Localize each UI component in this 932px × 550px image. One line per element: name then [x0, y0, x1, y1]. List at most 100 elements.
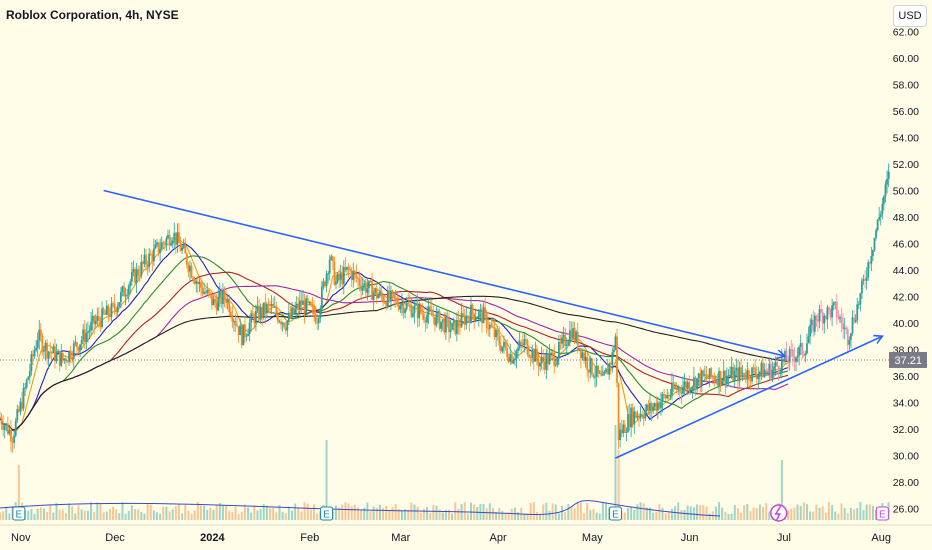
candle-body [766, 370, 769, 372]
candle-body [510, 354, 513, 364]
currency-button[interactable]: USD [893, 5, 927, 27]
earnings-marker[interactable]: E [12, 506, 26, 521]
earnings-marker[interactable]: E [875, 506, 889, 521]
candle-body [174, 232, 177, 245]
candle-body [683, 381, 686, 387]
volume-bar [199, 505, 202, 520]
volume-bar [846, 513, 849, 520]
candle-body [837, 317, 840, 319]
candle-body [656, 402, 659, 411]
candle-body [327, 273, 330, 275]
volume-bar [457, 508, 460, 520]
dividend-marker-icon[interactable] [769, 504, 788, 522]
candle-body [2, 424, 5, 430]
candle-body [396, 297, 399, 305]
candle-body [371, 281, 373, 300]
candle-body [55, 352, 58, 362]
candle-body [699, 373, 702, 386]
candle-body [404, 309, 406, 314]
candle-body [30, 354, 33, 372]
volume-bar [821, 506, 824, 520]
volume-bar [570, 507, 573, 520]
volume-bar [463, 502, 466, 520]
earnings-badge[interactable] [608, 506, 622, 521]
volume-bar [708, 513, 711, 520]
candle-body [843, 327, 846, 330]
volume-bar [262, 504, 265, 520]
volume-bar [733, 505, 736, 520]
candle-body [410, 304, 413, 317]
volume-bar [498, 507, 501, 520]
candle-body [43, 350, 45, 352]
candle-body [113, 303, 116, 309]
volume-bar [426, 507, 429, 520]
volume-bar [466, 513, 469, 520]
candle-body [628, 414, 631, 428]
volume-bar [617, 450, 620, 520]
volume-bar [667, 512, 670, 520]
volume-bar [74, 513, 77, 520]
candle-body [236, 325, 238, 327]
candle-body [83, 329, 86, 342]
volume-bar [831, 505, 834, 520]
candle-body [776, 361, 779, 367]
candle-body [517, 347, 519, 351]
candle-body [870, 256, 873, 264]
candle-body [595, 365, 598, 377]
candle-body [627, 414, 629, 432]
candle-body [397, 304, 400, 310]
candle-body [90, 321, 92, 331]
candle-body [165, 238, 168, 245]
candle-body [21, 401, 23, 409]
candle-body [598, 372, 601, 374]
candle-body [853, 317, 855, 322]
volume-bar [595, 512, 598, 520]
candle-body [438, 311, 441, 329]
candle-body [580, 348, 582, 359]
candle-body [272, 304, 275, 307]
candle-body [112, 303, 114, 305]
candle-body [466, 315, 469, 318]
candle-body [289, 312, 292, 318]
volume-bar [184, 504, 187, 520]
candle-body [498, 335, 501, 346]
candle-body [829, 309, 832, 318]
candle-body [733, 370, 736, 381]
candle-body [17, 409, 20, 412]
volume-bar [71, 505, 74, 520]
volume-bar [234, 506, 237, 520]
volume-bar [231, 511, 234, 520]
candle-body [79, 344, 81, 351]
volume-bar [17, 465, 20, 520]
candle-body [399, 305, 402, 310]
earnings-badge[interactable] [12, 506, 26, 521]
earnings-marker[interactable]: E [608, 506, 622, 521]
candle-body [171, 240, 174, 244]
volume-bar [372, 506, 375, 520]
candle-body [732, 366, 735, 381]
candle-body [262, 302, 265, 317]
volume-bar [306, 503, 309, 520]
volume-bar [818, 507, 821, 520]
y-tick-label: 28.00 [893, 477, 919, 489]
volume-bar [83, 510, 86, 520]
earnings-badge[interactable] [320, 506, 334, 521]
candle-body [322, 281, 325, 287]
price-axis[interactable] [890, 0, 932, 550]
candle-body [452, 320, 455, 324]
earnings-marker[interactable]: E [320, 506, 334, 521]
candle-body [846, 329, 849, 345]
earnings-badge[interactable] [875, 506, 889, 521]
candle-body [812, 319, 815, 332]
volume-bar [338, 507, 341, 520]
candle-body [355, 273, 358, 279]
volume-bar [601, 503, 604, 520]
volume-bar [793, 507, 796, 520]
volume-bar [542, 504, 545, 520]
candle-body [124, 295, 127, 297]
candle-body [245, 335, 248, 337]
candle-body [87, 331, 89, 333]
candle-body [5, 423, 8, 427]
candle-body [320, 286, 323, 309]
